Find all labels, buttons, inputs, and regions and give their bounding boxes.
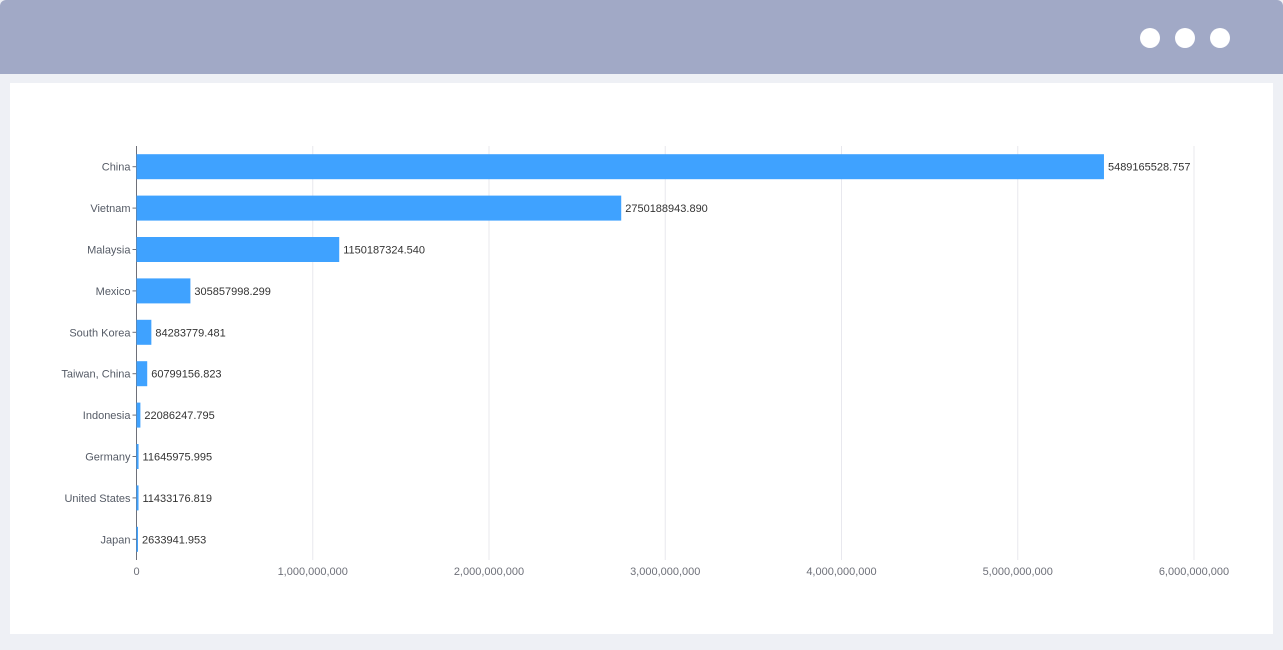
category-label: Malaysia [87,245,131,257]
bar [136,526,138,552]
value-label: 11645975.995 [143,452,213,464]
bar [136,444,139,469]
category-label: United States [64,493,131,505]
value-label: 84283779.481 [155,327,225,339]
bar [136,319,152,345]
category-label: Taiwan, China [61,369,131,381]
value-label: 11433176.819 [143,493,213,505]
x-tick-label: 0 [133,566,139,578]
value-label: 5489165528.757 [1108,162,1191,174]
bar [136,361,148,387]
category-label: Mexico [96,286,131,298]
category-label: South Korea [69,327,131,339]
category-label: Indonesia [83,410,132,422]
window-control-dot[interactable] [1175,28,1195,48]
x-tick-label: 5,000,000,000 [983,566,1053,578]
category-label: Vietnam [90,203,130,215]
x-tick-label: 1,000,000,000 [278,566,348,578]
value-label: 305857998.299 [194,286,270,298]
category-label: China [102,162,132,174]
window-control-dot[interactable] [1140,28,1160,48]
bar-chart: China 5489165528.757 Vietnam 2750188943.890… [61,146,1229,578]
bar [136,402,141,428]
value-label: 1150187324.540 [343,245,425,257]
bar [136,154,1104,180]
bar [136,195,622,221]
window-titlebar [0,0,1283,74]
value-label: 2633941.953 [142,534,206,546]
x-tick-label: 4,000,000,000 [806,566,876,578]
x-tick-label: 2,000,000,000 [454,566,524,578]
category-label: Japan [101,534,131,546]
chart-panel: China 5489165528.757 Vietnam 2750188943.890… [10,83,1273,634]
bar [136,237,340,262]
bar [136,278,191,304]
window-control-dot[interactable] [1210,28,1230,48]
x-tick-label: 3,000,000,000 [630,566,700,578]
category-label: Germany [85,452,131,464]
value-label: 22086247.795 [144,410,214,422]
value-label: 2750188943.890 [625,203,708,215]
bar [136,485,139,511]
x-tick-label: 6,000,000,000 [1159,566,1229,578]
value-label: 60799156.823 [151,369,221,381]
